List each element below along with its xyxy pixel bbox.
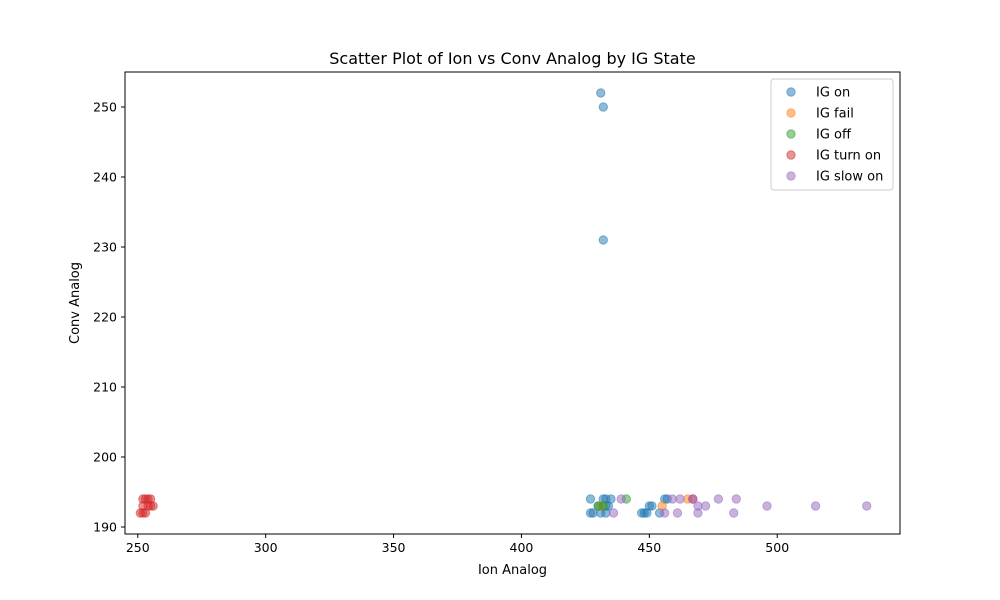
plot-frame [124,71,901,535]
point-ig-on-3 [585,494,596,504]
point-ig-slow-on-4 [713,494,724,504]
x-axis-ticks: 250 300 350 400 450 500 [126,534,789,555]
legend-marker-ig-turn-on [786,150,796,160]
point-ig-slow-on-13 [672,508,683,518]
legend-box [770,78,894,191]
point-ig-turn-on-10 [140,508,151,518]
point-ig-on-13 [647,501,657,511]
point-ig-on-1 [598,102,609,112]
legend: IG on IG fail IG off IG turn on IG slow on [770,78,894,191]
point-ig-slow-on-10 [862,501,872,511]
point-ig-slow-on-14 [693,508,703,518]
x-tick-label: 350 [382,540,406,555]
legend-marker-ig-fail [786,108,796,118]
y-tick-label: 220 [93,310,117,325]
y-axis-ticks: 190 200 210 220 230 240 250 [93,100,125,535]
legend-marker-ig-slow-on [786,171,796,181]
point-ig-slow-on-8 [762,501,772,511]
point-ig-on-2 [598,235,609,245]
y-tick-label: 190 [93,520,117,535]
point-ig-slow-on-11 [608,508,619,518]
y-axis-label: Conv Analog [68,262,83,344]
point-ig-slow-on-5 [731,494,742,504]
x-tick-label: 300 [254,540,278,555]
legend-marker-ig-on [786,87,796,97]
point-ig-off-2 [598,501,609,511]
x-tick-label: 400 [510,540,534,555]
point-ig-slow-on-7 [700,501,711,511]
y-tick-label: 210 [93,380,117,395]
x-axis-label: Ion Analog [478,563,547,578]
point-ig-slow-on-0 [616,494,626,504]
x-tick-label: 500 [765,540,789,555]
point-ig-slow-on-3 [688,494,698,504]
legend-label-ig-off: IG off [816,128,852,143]
y-tick-label: 240 [93,170,117,185]
chart-title: Scatter Plot of Ion vs Conv Analog by IG… [329,49,695,68]
y-tick-label: 230 [93,240,117,255]
x-tick-label: 450 [637,540,661,555]
point-ig-slow-on-9 [810,501,821,511]
legend-label-ig-slow-on: IG slow on [816,170,883,185]
legend-label-ig-fail: IG fail [816,107,854,122]
y-tick-label: 200 [93,450,117,465]
point-ig-on-0 [596,88,606,98]
points-layer [135,88,872,518]
legend-marker-ig-off [786,129,796,139]
point-ig-turn-on-7 [148,501,158,511]
point-ig-on-20 [642,508,652,518]
x-tick-label: 250 [126,540,150,555]
legend-label-ig-turn-on: IG turn on [816,149,881,164]
point-ig-slow-on-15 [729,508,739,518]
legend-label-ig-on: IG on [816,86,850,101]
point-ig-slow-on-12 [659,508,670,518]
y-tick-label: 250 [93,100,117,115]
point-ig-slow-on-2 [675,494,685,504]
point-ig-slow-on-1 [667,494,678,504]
